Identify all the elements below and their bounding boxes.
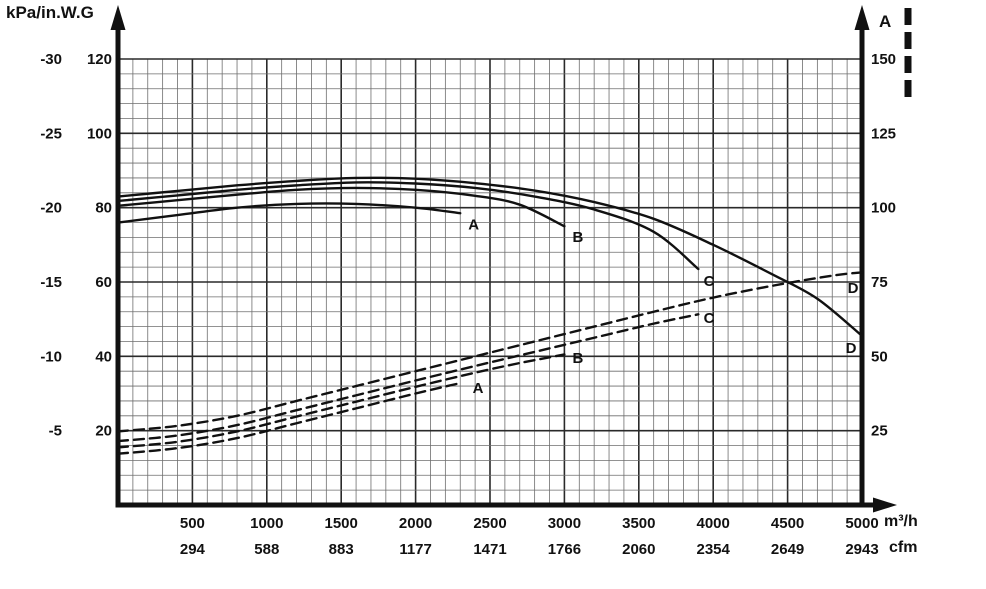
- tick-cfm: 2649: [771, 541, 804, 558]
- curve-solid-A: [116, 202, 462, 224]
- tick-m3h: 4500: [771, 515, 804, 532]
- curve-solid-B: [116, 186, 566, 228]
- tick-cfm: 588: [254, 541, 279, 558]
- left-axis-title: kPa/in.W.G: [6, 3, 94, 22]
- tick-right: 150: [871, 51, 896, 68]
- curve-label-dashed-B: B: [573, 350, 584, 367]
- tick-inwg: 20: [95, 423, 112, 440]
- tick-kpa: -15: [40, 274, 62, 291]
- tick-inwg: 60: [95, 274, 112, 291]
- tick-m3h: 1000: [250, 515, 283, 532]
- tick-cfm: 2060: [622, 541, 655, 558]
- tick-labels: -30 120 150 -25 100 125 -20 80 100 -15 60 75 -10 40 50…: [40, 51, 896, 558]
- tick-inwg: 120: [87, 51, 112, 68]
- tick-m3h: 3500: [622, 515, 655, 532]
- tick-m3h: 5000: [845, 515, 878, 532]
- left-axis-arrow: [110, 5, 126, 30]
- tick-m3h: 1500: [325, 515, 358, 532]
- tick-inwg: 80: [95, 200, 112, 217]
- grid: [117, 58, 863, 506]
- tick-m3h: 500: [180, 515, 205, 532]
- curve-dashed-A: [116, 381, 462, 455]
- x-axis-arrow: [873, 497, 897, 513]
- curve-label-dashed-D: D: [848, 280, 859, 297]
- curves: [116, 176, 864, 455]
- tick-right: 50: [871, 348, 888, 365]
- curve-label-dashed-C: C: [704, 310, 715, 327]
- tick-kpa: -20: [40, 200, 62, 217]
- tick-kpa: -30: [40, 51, 62, 68]
- curve-label-solid-A: A: [468, 216, 479, 233]
- x-axis-unit-m3h: m³/h: [884, 513, 918, 530]
- curve-solid-D: [116, 176, 864, 338]
- tick-cfm: 883: [329, 541, 354, 558]
- tick-cfm: 1177: [399, 541, 432, 558]
- tick-m3h: 3000: [548, 515, 581, 532]
- tick-kpa: -5: [49, 423, 62, 440]
- tick-right: 100: [871, 200, 896, 217]
- curve-solid-C: [116, 181, 700, 271]
- right-axis-legend-label: A: [879, 12, 892, 31]
- tick-inwg: 100: [87, 125, 112, 142]
- tick-cfm: 1471: [473, 541, 506, 558]
- tick-m3h: 2000: [399, 515, 432, 532]
- curve-label-solid-D: D: [846, 340, 857, 357]
- curve-dashed-D: [116, 271, 864, 433]
- tick-inwg: 40: [95, 348, 112, 365]
- curve-dashed-B: [116, 353, 566, 449]
- axes: [110, 5, 897, 513]
- curve-label-solid-C: C: [704, 273, 715, 290]
- tick-m3h: 4000: [697, 515, 730, 532]
- right-axis-arrow: [854, 5, 870, 30]
- tick-right: 25: [871, 423, 888, 440]
- curve-dashed-C: [116, 313, 700, 443]
- tick-cfm: 1766: [548, 541, 581, 558]
- tick-right: 75: [871, 274, 888, 291]
- tick-cfm: 2943: [845, 541, 878, 558]
- x-axis-unit-cfm: cfm: [889, 539, 918, 556]
- tick-right: 125: [871, 125, 896, 142]
- curve-label-solid-B: B: [573, 229, 584, 246]
- tick-cfm: 2354: [697, 541, 731, 558]
- tick-m3h: 2500: [473, 515, 506, 532]
- curve-labels: A B C D A B C D: [468, 216, 858, 397]
- tick-kpa: -25: [40, 125, 62, 142]
- curve-label-dashed-A: A: [473, 380, 484, 397]
- tick-kpa: -10: [40, 348, 62, 365]
- tick-cfm: 294: [180, 541, 206, 558]
